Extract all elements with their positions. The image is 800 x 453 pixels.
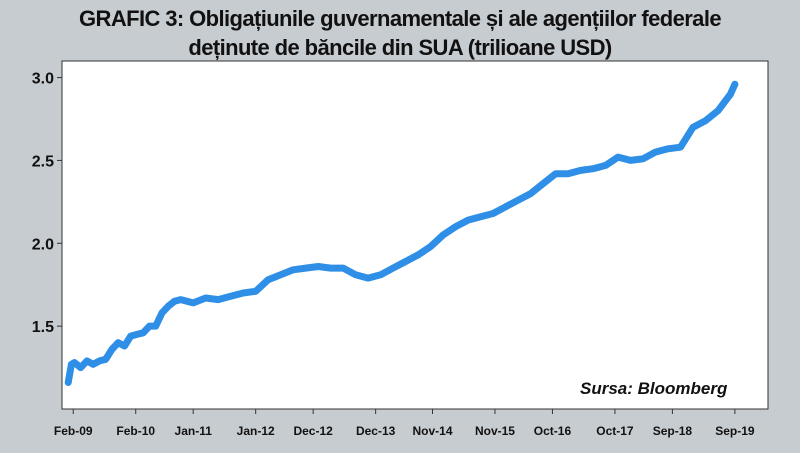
- x-tick-label: Dec-12: [293, 424, 333, 438]
- x-tick-label: Sep-19: [715, 424, 755, 438]
- x-tick-label: Feb-09: [54, 424, 93, 438]
- x-tick-label: Nov-15: [475, 424, 515, 438]
- y-tick-label: 2.0: [32, 236, 54, 253]
- y-tick-label: 1.5: [32, 319, 54, 336]
- x-tick-label: Feb-10: [116, 424, 155, 438]
- x-tick-label: Oct-17: [596, 424, 634, 438]
- plot-area: [61, 60, 769, 410]
- x-tick-label: Jan-11: [175, 424, 213, 438]
- chart-title-line-1: GRAFIC 3: Obligațiunile guvernamentale ș…: [79, 6, 722, 31]
- chart-title-line-2: deținute de băncile din SUA (trilioane U…: [188, 35, 612, 60]
- x-tick-label: Oct-16: [534, 424, 572, 438]
- series-line: [64, 80, 739, 386]
- x-tick-label: Jan-12: [237, 424, 275, 438]
- y-tick-label: 2.5: [32, 153, 54, 170]
- x-tick-label: Dec-13: [356, 424, 396, 438]
- y-axis: 3.0 2.5 2.0 1.5: [32, 71, 62, 336]
- source-label: Sursa: Bloomberg: [580, 379, 728, 398]
- x-axis: Feb-09 Feb-10 Jan-11 Jan-12 Dec-12 Dec-13 Nov-…: [54, 409, 755, 438]
- chart-title: GRAFIC 3: Obligațiunile guvernamentale ș…: [0, 4, 800, 62]
- x-tick-label: Sep-18: [653, 424, 693, 438]
- y-tick-label: 3.0: [32, 71, 54, 88]
- x-tick-label: Nov-14: [412, 424, 452, 438]
